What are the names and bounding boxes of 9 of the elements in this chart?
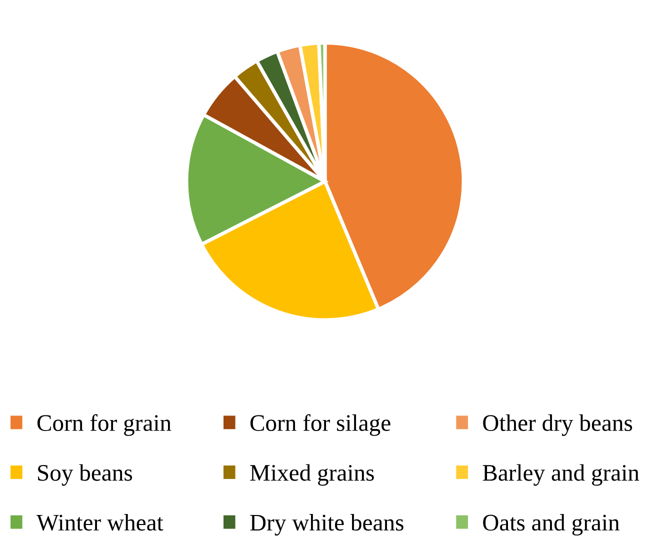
legend-label: Other dry beans <box>483 414 632 436</box>
legend-label: Mixed grains <box>250 464 374 486</box>
legend-label: Dry white beans <box>250 514 404 536</box>
legend-label: Corn for grain <box>37 414 172 436</box>
legend-label: Winter wheat <box>36 514 164 531</box>
legend-label: Corn for silage <box>250 414 390 436</box>
legend-label: Barley and grain <box>482 464 640 486</box>
legend-label: Oats and grain <box>483 514 620 536</box>
legend-label: Soy beans <box>38 464 132 486</box>
